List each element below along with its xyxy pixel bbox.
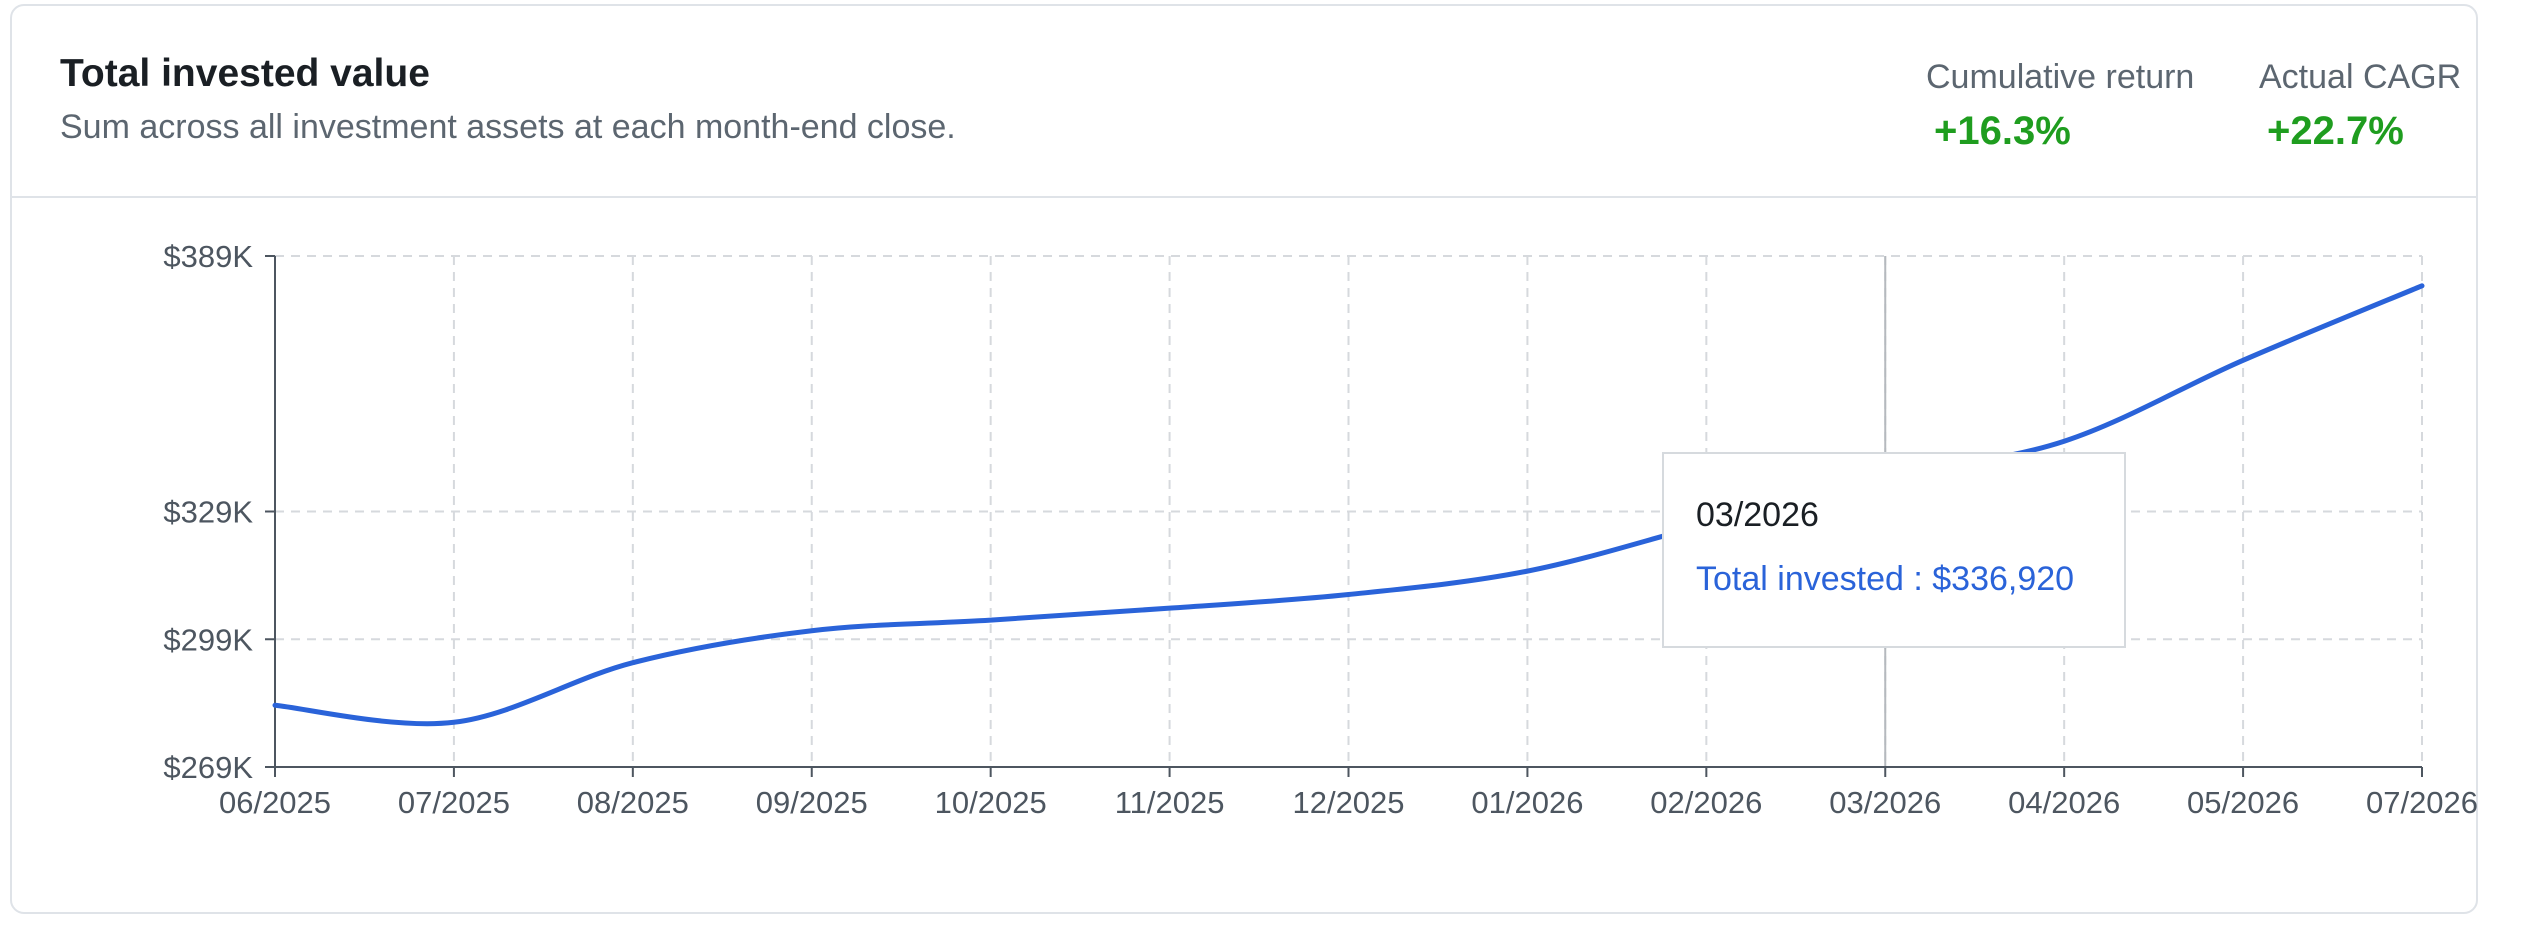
tooltip-amount: $336,920 [1932, 560, 2075, 598]
card-title: Total invested value [60, 52, 430, 95]
x-tick-label: 02/2026 [1650, 785, 1762, 820]
y-tick-label: $299K [163, 622, 253, 657]
x-tick-label: 10/2025 [935, 785, 1047, 820]
metric-actual-cagr: Actual CAGR +22.7% [2259, 58, 2461, 154]
series-line-total-invested [272, 283, 2425, 727]
tooltip-date: 03/2026 [1696, 496, 1819, 534]
chart-tooltip: 03/2026 Total invested : $336,920 [1662, 452, 2126, 648]
x-tick-label: 05/2026 [2187, 785, 2299, 820]
y-tick-label: $269K [163, 750, 253, 785]
x-tick-label: 08/2025 [577, 785, 689, 820]
metric-value: +16.3% [1934, 109, 2071, 153]
y-tick-label: $389K [163, 239, 253, 274]
metric-value: +22.7% [2267, 109, 2404, 153]
x-tick-label: 04/2026 [2008, 785, 2120, 820]
metric-label: Actual CAGR [2259, 58, 2462, 96]
x-tick-label: 12/2025 [1292, 785, 1404, 820]
x-tick-label: 07/2026 [2366, 785, 2478, 820]
x-tick-label: 03/2026 [1829, 785, 1941, 820]
x-tick-label: 01/2026 [1471, 785, 1583, 820]
x-tick-label: 09/2025 [756, 785, 868, 820]
card-header: Total invested value Sum across all inve… [12, 6, 2476, 198]
tooltip-value: Total invested : $336,920 [1696, 560, 2074, 599]
metric-cumulative-return: Cumulative return +16.3% [1926, 58, 2194, 154]
y-tick-label: $329K [163, 495, 253, 530]
x-tick-label: 11/2025 [1115, 785, 1225, 820]
x-tick-label: 06/2025 [219, 785, 331, 820]
x-tick-label: 07/2025 [398, 785, 510, 820]
tooltip-series-label: Total invested [1696, 560, 1904, 598]
card-subtitle: Sum across all investment assets at each… [60, 108, 956, 146]
tooltip-separator: : [1903, 560, 1933, 598]
metric-label: Cumulative return [1926, 58, 2195, 96]
